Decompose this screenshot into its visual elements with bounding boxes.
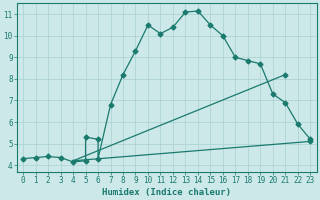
X-axis label: Humidex (Indice chaleur): Humidex (Indice chaleur)	[102, 188, 231, 197]
